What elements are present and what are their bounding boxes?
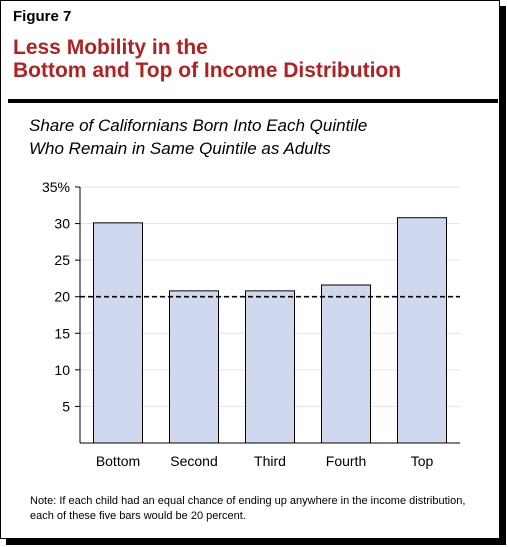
x-tick-label-bottom: Bottom <box>96 453 140 469</box>
bar-bottom <box>93 222 143 444</box>
y-tick-label-5: 5 <box>62 398 70 414</box>
x-tick-label-top: Top <box>411 453 434 469</box>
bar-top <box>397 217 447 444</box>
x-tick-label-fourth: Fourth <box>326 453 366 469</box>
figure-label: Figure 7 <box>13 8 72 25</box>
chart-subtitle: Share of Californians Born Into Each Qui… <box>29 114 489 160</box>
x-tick-label-second: Second <box>170 453 217 469</box>
chart-subtitle-line2: Who Remain in Same Quintile as Adults <box>29 139 331 158</box>
y-tick-label-20: 20 <box>54 289 70 305</box>
chart-note: Note: If each child had an equal chance … <box>30 495 466 522</box>
y-tick-label-35: 35% <box>42 179 70 195</box>
y-tick-label-25: 25 <box>54 252 70 268</box>
chart-subtitle-line1: Share of Californians Born Into Each Qui… <box>29 116 368 135</box>
figure-title-line2: Bottom and Top of Income Distribution <box>13 59 402 82</box>
frame-shadow-right <box>500 6 506 545</box>
bar-fourth <box>321 284 371 444</box>
x-tick-label-third: Third <box>254 453 286 469</box>
figure-title: Less Mobility in the Bottom and Top of I… <box>13 36 401 82</box>
y-tick-label-15: 15 <box>54 325 70 341</box>
bar-chart: 5 10 15 20 25 30 35% Bottom Second Third Fourth Top <box>42 179 460 469</box>
y-tick-label-30: 30 <box>54 216 70 232</box>
frame-shadow-bottom <box>6 539 506 545</box>
figure-title-line1: Less Mobility in the <box>13 36 208 59</box>
bar-third <box>245 290 295 444</box>
bar-second <box>169 290 219 444</box>
title-rule <box>8 99 498 103</box>
y-tick-label-10: 10 <box>54 362 70 378</box>
